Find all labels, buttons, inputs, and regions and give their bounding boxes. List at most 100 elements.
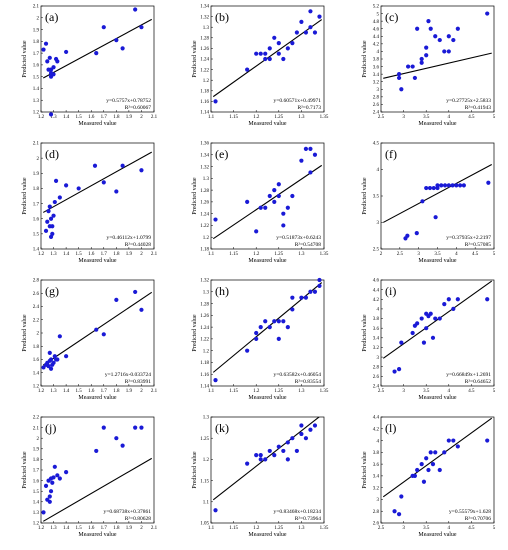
- y-tick-label: 4.6: [373, 27, 380, 32]
- data-point: [48, 112, 54, 117]
- x-tick-label: 4: [448, 389, 451, 394]
- data-point: [455, 444, 460, 449]
- data-point: [276, 336, 281, 341]
- x-tick-label: 1.9: [126, 389, 133, 394]
- data-point: [133, 425, 138, 430]
- x-axis-label: Measured value: [78, 532, 116, 538]
- y-axis-label: Predicted value: [192, 177, 198, 214]
- y-tick-label: 3.4: [373, 337, 380, 342]
- y-tick-label: 1.32: [200, 279, 209, 284]
- fit-equation: y=0.83468x+0.18234: [274, 509, 322, 515]
- x-tick-label: 1.4: [63, 252, 70, 257]
- panel-tag: (d): [45, 147, 59, 161]
- x-axis-label: Measured value: [248, 121, 286, 127]
- y-tick-label: 1.14: [200, 385, 209, 390]
- data-point: [455, 297, 460, 302]
- data-point: [47, 499, 52, 504]
- x-tick-label: 3: [402, 389, 405, 394]
- data-point: [276, 182, 281, 187]
- x-tick-label: 1.7: [101, 389, 108, 394]
- x-tick-label: 2: [140, 252, 143, 257]
- data-point: [485, 297, 490, 302]
- data-point: [45, 219, 50, 224]
- data-point: [48, 67, 54, 72]
- x-tick-label: 1.9: [126, 526, 133, 531]
- y-tick-label: 1.18: [200, 90, 209, 95]
- x-tick-label: 1.3: [50, 252, 57, 257]
- data-point: [64, 49, 69, 55]
- data-point: [303, 146, 309, 151]
- data-point: [272, 453, 277, 458]
- data-point: [258, 325, 263, 330]
- y-tick-label: 1.2: [203, 79, 210, 84]
- data-point: [405, 233, 410, 238]
- panel-h: 1.1 1.15 1.2 1.25 1.3 1.35 1.14 1.16 1.18 1.2 1.22…: [192, 277, 329, 401]
- data-point: [399, 494, 404, 499]
- panel-e: 1.1 1.15 1.2 1.25 1.3 1.35 1.18 1.2 1.22 1.24 1.26…: [192, 142, 329, 264]
- data-point: [419, 60, 424, 65]
- y-tick-label: 1.6: [33, 217, 40, 222]
- y-tick-label: 1.2: [33, 522, 40, 527]
- x-tick-label: 1.15: [229, 252, 238, 257]
- data-point: [213, 378, 218, 383]
- x-tick-label: 1.7: [101, 252, 108, 257]
- data-point: [412, 75, 417, 81]
- data-point: [419, 316, 424, 321]
- x-tick-label: 1.6: [88, 389, 95, 394]
- y-tick-label: 4.8: [373, 20, 380, 25]
- y-tick-label: 1.32: [200, 165, 209, 170]
- y-tick-label: 4: [377, 308, 380, 313]
- plot-area: [210, 279, 325, 387]
- panel-tag: (b): [215, 10, 229, 24]
- x-tick-label: 2: [380, 252, 383, 257]
- panel-d: 1.2 1.3 1.4 1.5 1.6 1.7 1.8 1.9 2 2.1 1.4 1.5 1.6 1.7…: [22, 142, 158, 264]
- y-tick-label: 1.16: [200, 373, 209, 378]
- data-point: [101, 332, 106, 337]
- data-point: [415, 467, 420, 473]
- y-tick-label: 2.1: [33, 426, 40, 431]
- panel-tag: (c): [385, 10, 398, 24]
- data-point: [114, 189, 119, 194]
- data-point: [451, 438, 456, 443]
- fit-line: [42, 151, 153, 213]
- x-tick-label: 4.5: [472, 252, 479, 257]
- data-point: [43, 483, 49, 488]
- y-tick-label: 2.2: [33, 416, 40, 421]
- data-point: [396, 512, 402, 517]
- data-point: [254, 51, 259, 56]
- data-point: [308, 289, 313, 294]
- fit-equation: y=1.2716x-0.033724: [105, 372, 151, 378]
- y-tick-label: 1.9: [33, 172, 40, 177]
- data-point: [285, 325, 290, 330]
- y-tick-label: 2.6: [373, 103, 380, 108]
- data-point: [53, 178, 59, 183]
- x-tick-label: 1.1: [208, 115, 215, 120]
- data-point: [45, 59, 50, 64]
- y-tick-label: 2.6: [373, 375, 380, 380]
- data-point: [47, 350, 52, 355]
- x-tick-label: 1.2: [38, 389, 45, 394]
- data-point: [433, 215, 438, 220]
- data-point: [399, 87, 404, 92]
- fit-equation: y=0.63582x+0.46054: [274, 372, 322, 378]
- data-point: [446, 297, 451, 302]
- data-point: [94, 327, 99, 332]
- fit-equation: y=0.55579x+1.628: [449, 509, 491, 515]
- y-tick-label: 4.6: [373, 279, 380, 284]
- x-tick-label: 5: [493, 389, 496, 394]
- y-tick-label: 4.2: [373, 298, 380, 303]
- x-tick-label: 4: [455, 252, 458, 257]
- x-tick-label: 2.1: [151, 252, 158, 257]
- x-tick-label: 2.1: [151, 115, 158, 120]
- x-tick-label: 1.15: [229, 115, 238, 120]
- x-tick-label: 1.15: [229, 526, 238, 531]
- fit-line: [383, 52, 492, 79]
- y-tick-label: 1.4: [33, 87, 40, 92]
- y-tick-label: 2.5: [373, 248, 380, 253]
- data-point: [294, 30, 299, 35]
- fit-line: [383, 164, 492, 223]
- data-point: [485, 11, 490, 16]
- data-point: [263, 205, 268, 210]
